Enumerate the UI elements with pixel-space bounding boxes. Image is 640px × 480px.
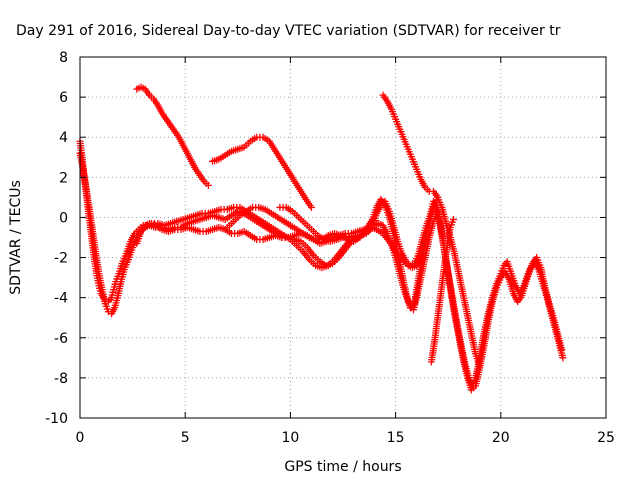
x-tick-label: 0 [76, 430, 85, 446]
x-tick-label: 15 [387, 430, 405, 446]
x-tick-label: 25 [597, 430, 615, 446]
x-axis-label: GPS time / hours [284, 459, 401, 475]
y-tick-label: -4 [54, 291, 68, 307]
data-point [307, 203, 315, 211]
data-points [76, 83, 567, 394]
y-axis-label: SDTVAR / TECUs [8, 180, 24, 295]
data-point [352, 231, 360, 239]
data-point [559, 354, 567, 362]
x-tick-label: 10 [281, 430, 299, 446]
y-tick-label: -8 [54, 371, 68, 387]
data-point [449, 215, 457, 223]
y-tick-label: 8 [59, 50, 68, 66]
x-tick-label: 5 [181, 430, 190, 446]
y-tick-label: -6 [54, 331, 68, 347]
y-tick-label: 6 [59, 90, 68, 106]
y-tick-label: 4 [59, 130, 68, 146]
data-point [476, 362, 484, 370]
data-point [204, 181, 212, 189]
axis-ticks: 0 5 10 15 20 25 -10 -8 -6 -4 -2 0 2 4 6 8 [45, 50, 615, 446]
chart-title: Day 291 of 2016, Sidereal Day-to-day VTE… [16, 23, 561, 39]
y-tick-label: -2 [54, 251, 68, 267]
x-tick-label: 20 [492, 430, 510, 446]
y-tick-label: 0 [59, 210, 68, 226]
y-tick-label: 2 [59, 170, 68, 186]
y-tick-label: -10 [45, 411, 68, 427]
plot-frame [79, 56, 607, 419]
